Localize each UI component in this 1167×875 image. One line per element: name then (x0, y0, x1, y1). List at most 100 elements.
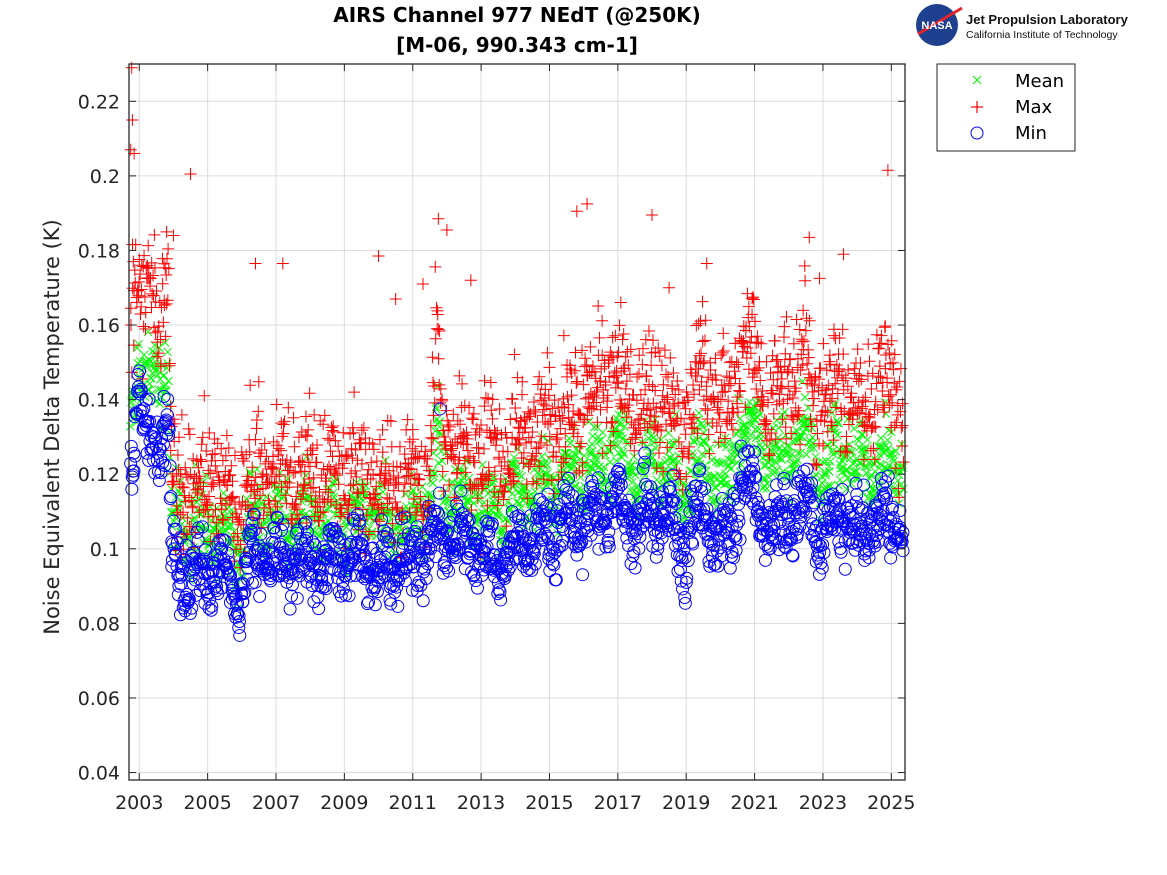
data-point-max (327, 419, 340, 432)
data-point-max (267, 461, 280, 474)
data-point-max (802, 343, 815, 356)
data-point-max (797, 304, 810, 317)
data-point-max (346, 421, 359, 434)
data-point-mean (862, 462, 872, 472)
data-point-max (196, 488, 209, 501)
data-point-max (596, 447, 609, 460)
data-point-mean (227, 521, 236, 531)
data-point-max (655, 424, 668, 437)
data-point-min (500, 553, 514, 567)
data-point-mean (792, 458, 801, 467)
data-point-max (454, 418, 467, 431)
data-point-mean (647, 431, 657, 440)
data-point-max (869, 421, 882, 434)
data-point-mean (774, 423, 783, 433)
data-point-max (407, 433, 420, 446)
data-point-min (276, 517, 290, 531)
data-point-max (175, 408, 188, 421)
data-point-max (780, 432, 793, 445)
data-point-max (691, 427, 704, 440)
data-point-max (161, 294, 174, 307)
data-point-max (387, 469, 400, 482)
data-point-min (747, 462, 761, 476)
data-point-min (307, 595, 321, 609)
data-point-max (329, 434, 342, 447)
data-point-max (499, 478, 512, 491)
data-point-max (717, 344, 730, 357)
data-point-min (893, 504, 907, 518)
data-point-max (500, 432, 513, 445)
data-point-min (697, 502, 711, 516)
data-point-max (489, 439, 502, 452)
data-point-max (692, 362, 705, 375)
data-point-max (718, 432, 731, 445)
data-point-min (793, 519, 807, 533)
data-point-max (725, 355, 738, 368)
data-point-min (453, 514, 467, 528)
data-point-max (650, 462, 663, 475)
data-point-max (405, 463, 418, 476)
data-point-max (888, 348, 901, 361)
data-point-max (246, 461, 259, 474)
data-point-min (485, 517, 499, 531)
data-point-min (233, 628, 247, 642)
data-point-max (811, 427, 824, 440)
data-point-min (807, 530, 821, 544)
data-point-max (195, 438, 208, 451)
data-point-mean (378, 487, 388, 497)
data-point-mean (756, 434, 766, 444)
data-point-max (533, 460, 546, 473)
data-point-max (209, 459, 222, 472)
data-point-max (386, 517, 399, 530)
data-point-min (777, 471, 791, 485)
data-point-max (861, 370, 874, 383)
data-point-max (332, 440, 345, 453)
data-point-max (825, 419, 838, 432)
data-point-max (508, 348, 521, 361)
data-point-max (244, 505, 257, 518)
data-point-min (243, 545, 257, 559)
data-point-max (319, 483, 332, 496)
data-point-max (699, 334, 712, 347)
data-point-mean (553, 529, 563, 538)
data-point-max (824, 358, 837, 371)
data-point-max (429, 260, 442, 273)
data-point-max (607, 425, 620, 438)
data-point-max (431, 322, 444, 335)
data-point-mean (743, 437, 753, 447)
data-point-max (152, 347, 165, 360)
data-point-max (621, 399, 634, 412)
data-point-max (542, 418, 555, 431)
data-point-max (310, 456, 323, 469)
data-point-max (891, 381, 904, 394)
data-point-max (850, 372, 863, 385)
data-point-max (424, 419, 437, 432)
data-point-max (517, 446, 530, 459)
data-point-max (427, 376, 440, 389)
data-point-min (862, 551, 876, 565)
data-point-min (703, 535, 717, 549)
data-point-max (820, 384, 833, 397)
data-point-mean (861, 443, 870, 452)
data-point-max (826, 392, 839, 405)
data-point-max (696, 295, 709, 308)
data-point-max (173, 431, 186, 444)
data-point-min (244, 525, 258, 539)
data-point-max (134, 268, 147, 281)
data-point-max (406, 442, 419, 455)
data-point-max (226, 490, 239, 503)
data-point-mean (697, 449, 707, 459)
data-point-max (837, 348, 850, 361)
data-point-max (350, 470, 363, 483)
data-point-max (747, 291, 760, 304)
data-point-min (163, 459, 177, 473)
data-point-max (661, 441, 674, 454)
data-point-max (526, 449, 539, 462)
data-point-min (240, 555, 254, 569)
data-point-mean (295, 490, 304, 500)
data-point-min (224, 568, 238, 582)
data-point-max (632, 422, 645, 435)
plot-area (124, 61, 910, 642)
data-point-max (367, 488, 380, 501)
data-point-min (355, 533, 369, 547)
